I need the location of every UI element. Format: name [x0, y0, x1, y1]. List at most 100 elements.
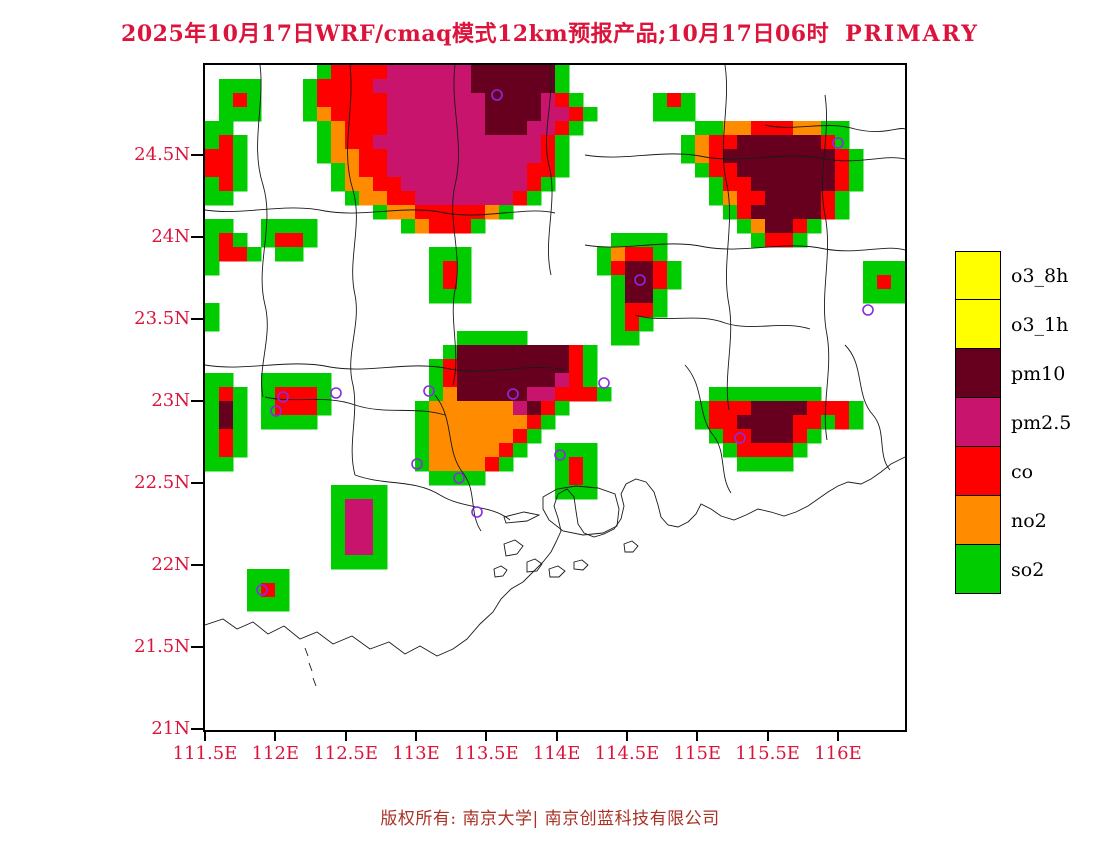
grid-cell — [793, 177, 808, 192]
grid-cell — [695, 415, 710, 430]
grid-cell — [485, 331, 500, 346]
grid-cell — [205, 233, 220, 248]
grid-cell — [779, 233, 794, 248]
grid-cell — [667, 107, 682, 122]
grid-cell — [401, 79, 416, 94]
grid-cell — [205, 219, 220, 234]
legend-item-o3_1h: o3_1h — [955, 299, 1071, 349]
grid-cell — [639, 317, 654, 332]
grid-cell — [583, 345, 598, 360]
grid-cell — [317, 387, 332, 402]
grid-cell — [373, 135, 388, 150]
grid-cell — [835, 415, 850, 430]
grid-cell — [345, 191, 360, 206]
grid-cell — [457, 261, 472, 276]
y-tick — [191, 400, 203, 402]
grid-cell — [331, 485, 346, 500]
boundary-path — [526, 558, 543, 573]
grid-cell — [807, 149, 822, 164]
grid-cell — [583, 107, 598, 122]
grid-cell — [233, 93, 248, 108]
grid-cell — [807, 205, 822, 220]
grid-cell — [429, 121, 444, 136]
grid-cell — [429, 219, 444, 234]
legend-label: o3_1h — [1011, 313, 1069, 336]
grid-cell — [485, 79, 500, 94]
grid-cell — [471, 163, 486, 178]
grid-cell — [331, 79, 346, 94]
grid-cell — [765, 443, 780, 458]
legend-label: no2 — [1011, 509, 1047, 532]
grid-cell — [331, 163, 346, 178]
legend-item-o3_8h: o3_8h — [955, 250, 1071, 301]
y-axis-label: 22N — [151, 554, 190, 575]
grid-cell — [261, 415, 276, 430]
grid-cell — [471, 219, 486, 234]
grid-cell — [457, 429, 472, 444]
y-axis-label: 23.5N — [134, 308, 190, 329]
grid-cell — [401, 219, 416, 234]
grid-cell — [709, 191, 724, 206]
grid-cell — [849, 415, 864, 430]
grid-cell — [331, 121, 346, 136]
grid-cell — [457, 79, 472, 94]
grid-cell — [359, 191, 374, 206]
grid-cell — [639, 289, 654, 304]
grid-cell — [709, 415, 724, 430]
grid-cell — [219, 219, 234, 234]
grid-cell — [863, 261, 878, 276]
grid-cell — [387, 205, 402, 220]
grid-cell — [821, 149, 836, 164]
grid-cell — [429, 79, 444, 94]
grid-cell — [401, 107, 416, 122]
grid-cell — [821, 415, 836, 430]
grid-cell — [779, 121, 794, 136]
grid-cell — [219, 373, 234, 388]
grid-cell — [219, 149, 234, 164]
grid-cell — [345, 513, 360, 528]
grid-cell — [583, 485, 598, 500]
grid-cell — [261, 233, 276, 248]
grid-cell — [485, 121, 500, 136]
grid-cell — [205, 443, 220, 458]
grid-cell — [821, 191, 836, 206]
grid-cell — [779, 415, 794, 430]
grid-cell — [233, 247, 248, 262]
grid-cell — [457, 345, 472, 360]
grid-cell — [513, 121, 528, 136]
grid-cell — [555, 79, 570, 94]
grid-cell — [373, 163, 388, 178]
grid-cell — [471, 149, 486, 164]
grid-cell — [471, 443, 486, 458]
grid-cell — [415, 443, 430, 458]
grid-cell — [821, 401, 836, 416]
grid-cell — [205, 457, 220, 472]
grid-cell — [709, 429, 724, 444]
grid-cell — [485, 387, 500, 402]
x-tick — [274, 732, 277, 741]
grid-cell — [443, 289, 458, 304]
grid-cell — [345, 107, 360, 122]
boundary-path — [573, 559, 589, 571]
grid-cell — [457, 219, 472, 234]
grid-cell — [457, 107, 472, 122]
grid-cell — [765, 401, 780, 416]
grid-cell — [485, 345, 500, 360]
grid-cell — [373, 541, 388, 556]
grid-cell — [261, 569, 276, 584]
grid-cell — [527, 107, 542, 122]
grid-cell — [583, 443, 598, 458]
grid-cell — [443, 65, 458, 80]
grid-cell — [527, 387, 542, 402]
grid-cell — [359, 163, 374, 178]
grid-cell — [681, 107, 696, 122]
grid-cell — [793, 163, 808, 178]
grid-cell — [443, 191, 458, 206]
grid-cell — [457, 415, 472, 430]
grid-cell — [779, 205, 794, 220]
grid-cell — [653, 233, 668, 248]
grid-cell — [331, 499, 346, 514]
grid-cell — [429, 401, 444, 416]
x-tick — [836, 732, 839, 741]
grid-cell — [821, 205, 836, 220]
